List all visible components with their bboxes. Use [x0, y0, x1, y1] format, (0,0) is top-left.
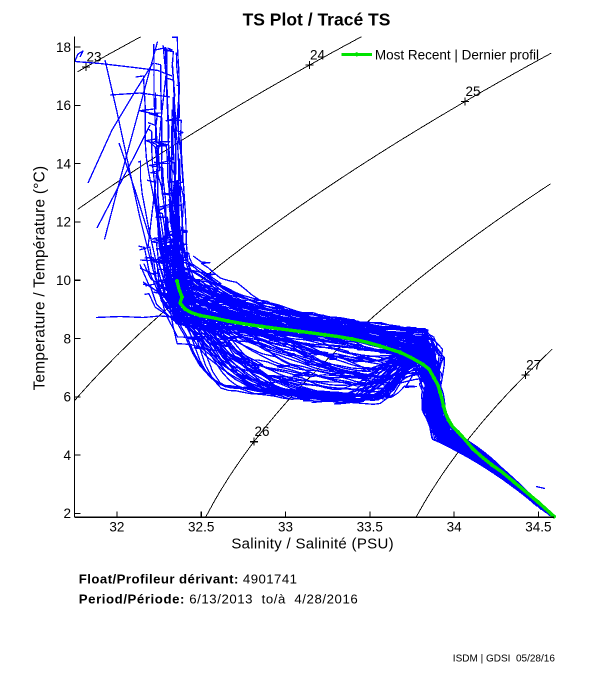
svg-text:Period/Période: 6/13/2013 to/: Period/Période: 6/13/2013 to/à 4/28/2016	[79, 592, 358, 607]
svg-text:Most Recent | Dernier profil: Most Recent | Dernier profil	[375, 47, 539, 62]
svg-text:34.5: 34.5	[525, 519, 551, 534]
svg-text:25: 25	[465, 84, 480, 99]
svg-text:2: 2	[63, 506, 71, 521]
svg-text:8: 8	[63, 331, 71, 346]
svg-text:12: 12	[56, 215, 71, 230]
svg-text:4: 4	[63, 448, 71, 463]
svg-text:6: 6	[63, 390, 71, 405]
svg-text:24: 24	[310, 48, 326, 63]
svg-text:34: 34	[447, 519, 463, 534]
svg-text:26: 26	[254, 424, 269, 439]
svg-text:18: 18	[56, 40, 71, 55]
svg-text:10: 10	[56, 273, 71, 288]
svg-text:32.5: 32.5	[188, 519, 214, 534]
svg-text:23: 23	[86, 50, 101, 65]
svg-text:16: 16	[56, 98, 71, 113]
svg-text:33: 33	[278, 519, 293, 534]
svg-text:Salinity / Salinité (PSU): Salinity / Salinité (PSU)	[231, 535, 394, 552]
svg-text:Temperature / Température (°C): Temperature / Température (°C)	[32, 166, 49, 391]
svg-text:32: 32	[109, 519, 124, 534]
svg-text:ISDM | GDSI 05/28/16: ISDM | GDSI 05/28/16	[453, 654, 556, 665]
svg-text:27: 27	[526, 358, 541, 373]
svg-text:Float/Profileur dérivant: 4901: Float/Profileur dérivant: 4901741	[79, 572, 298, 587]
svg-text:TS Plot / Tracé TS: TS Plot / Tracé TS	[243, 10, 391, 30]
svg-text:14: 14	[56, 156, 72, 171]
svg-text:33.5: 33.5	[357, 519, 383, 534]
